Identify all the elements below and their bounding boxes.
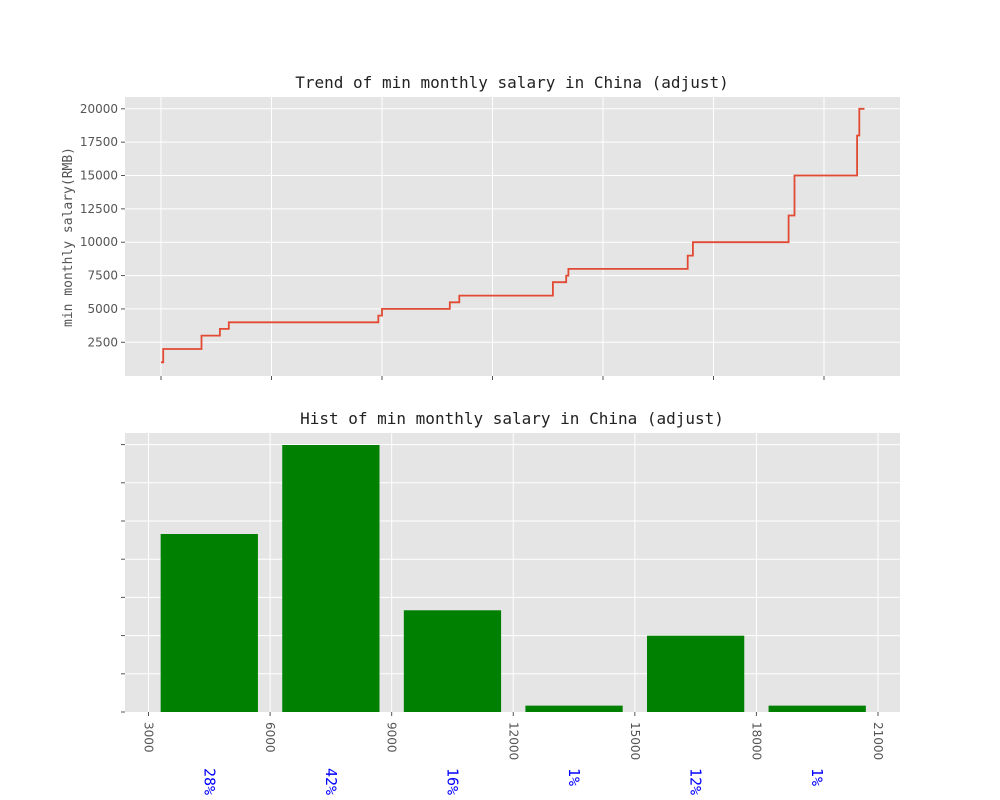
hist-x-tick-label: 18000	[749, 722, 763, 760]
hist-bar	[403, 610, 502, 712]
hist-bar	[160, 534, 258, 712]
hist-x-tick-label: 6000	[263, 722, 277, 753]
trend-x-ticks	[160, 376, 825, 380]
hist-percent-label: 1%	[808, 768, 826, 786]
hist-grid	[125, 433, 900, 712]
salary-trend-line	[161, 107, 865, 364]
hist-x-tick-label: 3000	[142, 722, 156, 753]
hist-bar	[525, 705, 623, 712]
hist-x-ticks: 3000 6000 9000 12000 15000 18000 21000	[142, 712, 885, 760]
trend-plot-area	[125, 97, 900, 376]
trend-title: Trend of min monthly salary in China (ad…	[295, 73, 728, 92]
hist-percent-label: 1%	[565, 768, 583, 786]
hist-bar	[768, 705, 866, 712]
hist-percent-label: 42%	[322, 768, 340, 795]
hist-y-ticks	[121, 444, 125, 713]
trend-y-tick-label: 12500	[80, 202, 118, 216]
trend-y-tick-label: 15000	[80, 169, 118, 183]
trend-y-tick-label: 2500	[87, 335, 118, 349]
hist-percent-label: 16%	[443, 768, 461, 795]
hist-x-tick-label: 12000	[506, 722, 520, 760]
trend-grid	[125, 97, 900, 376]
trend-y-tick-label: 17500	[80, 135, 118, 149]
hist-x-tick-label: 9000	[385, 722, 399, 753]
hist-percent-labels: 28% 42% 16% 1% 12% 1%	[200, 768, 826, 795]
hist-bars	[160, 445, 866, 712]
hist-subplot: 3000 6000 9000 12000 15000 18000 21000 28% 42% 1…	[121, 409, 900, 795]
trend-y-tick-label: 20000	[80, 102, 118, 116]
trend-y-tick-label: 10000	[80, 235, 118, 249]
trend-y-ticks: 2500 5000 7500 10000 12500 15000 17500 20000	[80, 102, 125, 349]
trend-y-axis-label: min monthly salary(RMB)	[61, 147, 76, 327]
hist-bar	[646, 635, 745, 712]
hist-x-tick-label: 21000	[871, 722, 885, 760]
hist-bar	[282, 445, 380, 712]
hist-x-tick-label: 15000	[628, 722, 642, 760]
trend-y-tick-label: 7500	[87, 269, 118, 283]
hist-title: Hist of min monthly salary in China (adj…	[300, 409, 724, 428]
hist-percent-label: 12%	[687, 768, 705, 795]
trend-subplot: 2500 5000 7500 10000 12500 15000 17500 20000 Tr…	[61, 73, 900, 380]
hist-percent-label: 28%	[200, 768, 218, 795]
trend-y-tick-label: 5000	[87, 302, 118, 316]
